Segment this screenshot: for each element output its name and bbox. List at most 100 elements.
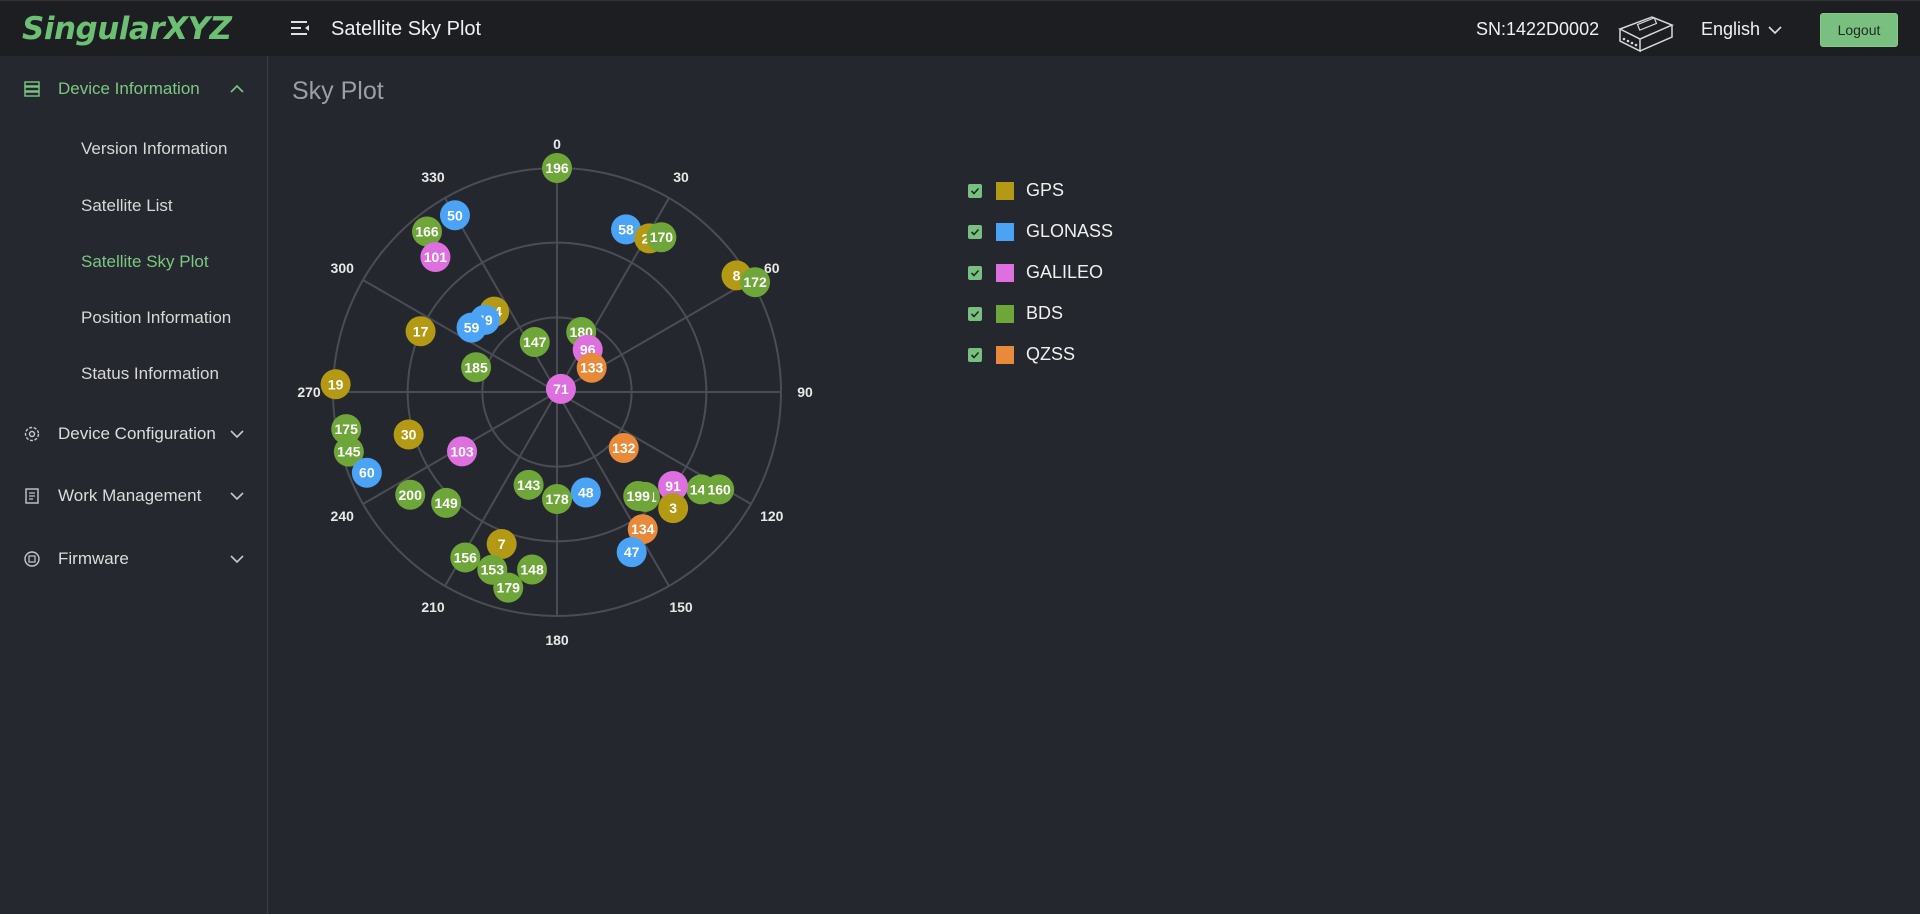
azimuth-label: 30 xyxy=(673,169,689,185)
satellite-dot xyxy=(545,373,576,404)
satellite-marker[interactable]: 160 xyxy=(704,474,735,505)
satellite-id: 149 xyxy=(434,495,458,511)
sidebar-item-status-information[interactable]: Status Information xyxy=(81,364,219,383)
legend-item-qzss[interactable]: QZSS xyxy=(968,334,1113,375)
satellite-marker[interactable]: 3 xyxy=(658,493,689,524)
satellite-id: 30 xyxy=(401,427,417,443)
satellite-id: 60 xyxy=(359,465,375,481)
satellite-dot xyxy=(542,484,572,515)
satellite-marker[interactable]: 196 xyxy=(542,153,572,183)
legend-item-gps[interactable]: GPS xyxy=(968,170,1113,211)
satellite-marker[interactable]: 179 xyxy=(493,572,524,603)
satellite-marker[interactable]: 143 xyxy=(513,469,544,500)
satellite-dot xyxy=(740,267,771,298)
sidebar-group-label: Device Configuration xyxy=(58,424,216,443)
satellite-dot xyxy=(576,352,607,383)
satellite-marker[interactable]: 58 xyxy=(611,214,642,245)
satellite-id: 199 xyxy=(627,488,651,504)
azimuth-label: 210 xyxy=(421,599,445,615)
satellite-marker[interactable]: 200 xyxy=(395,479,426,510)
satellite-marker[interactable]: 156 xyxy=(450,542,481,573)
satellite-marker[interactable]: 148 xyxy=(517,554,548,585)
sidebar-item-version-information[interactable]: Version Information xyxy=(81,139,228,158)
satellite-id: 160 xyxy=(707,481,731,497)
azimuth-label: 330 xyxy=(421,169,445,185)
sidebar-group-work-management[interactable]: Work Management xyxy=(0,471,268,521)
satellite-marker[interactable]: 47 xyxy=(616,537,647,568)
sidebar-item-satellite-list[interactable]: Satellite List xyxy=(81,196,173,215)
checkbox[interactable] xyxy=(968,265,982,280)
legend-label: BDS xyxy=(1026,303,1064,323)
sidebar-group-firmware[interactable]: Firmware xyxy=(0,534,268,584)
satellite-marker[interactable]: 103 xyxy=(447,436,478,467)
azimuth-label: 120 xyxy=(760,508,784,524)
satellite-dot xyxy=(658,470,689,501)
satellite-marker[interactable]: 48 xyxy=(570,477,601,508)
satellite-marker[interactable]: 132 xyxy=(608,432,639,463)
satellite-id: 175 xyxy=(335,421,359,437)
checkbox[interactable] xyxy=(968,183,982,198)
satellite-marker[interactable]: 59 xyxy=(456,312,487,343)
legend-item-bds[interactable]: BDS xyxy=(968,293,1113,334)
legend-swatch xyxy=(996,181,1014,200)
legend-item-galileo[interactable]: GALILEO xyxy=(968,252,1113,293)
satellite-marker[interactable]: 91 xyxy=(658,470,689,501)
satellite-id: 71 xyxy=(553,381,569,397)
checkbox[interactable] xyxy=(968,306,982,321)
satellite-marker[interactable]: 50 xyxy=(439,200,470,231)
satellite-marker[interactable]: 145 xyxy=(333,436,364,467)
satellite-dot xyxy=(704,474,735,505)
satellite-marker[interactable]: 147 xyxy=(519,326,550,357)
satellite-marker[interactable]: 71 xyxy=(545,373,576,404)
checkbox[interactable] xyxy=(968,224,982,239)
satellite-dot xyxy=(517,554,548,585)
satellite-marker[interactable]: 170 xyxy=(646,222,677,253)
satellite-id: 172 xyxy=(743,274,767,290)
satellite-dot xyxy=(493,572,524,603)
sidebar-item-satellite-sky-plot[interactable]: Satellite Sky Plot xyxy=(81,252,209,271)
check-icon xyxy=(970,269,980,277)
menu-collapse-icon[interactable] xyxy=(289,18,311,38)
satellite-marker[interactable]: 172 xyxy=(740,267,771,298)
logout-button[interactable]: Logout xyxy=(1820,13,1898,47)
satellite-marker[interactable]: 178 xyxy=(542,484,572,515)
satellite-dot xyxy=(611,214,642,245)
azimuth-label: 270 xyxy=(297,384,321,400)
satellite-marker[interactable]: 185 xyxy=(461,352,492,383)
satellite-marker[interactable]: 166 xyxy=(411,216,442,247)
satellite-dot xyxy=(320,369,351,400)
satellite-marker[interactable]: 133 xyxy=(576,352,607,383)
satellite-marker[interactable]: 175 xyxy=(331,414,362,445)
satellite-id: 143 xyxy=(517,477,541,493)
language-selector[interactable]: English xyxy=(1701,19,1782,40)
satellite-dot xyxy=(570,477,601,508)
sidebar-item-position-information[interactable]: Position Information xyxy=(81,308,232,327)
satellite-marker[interactable]: 60 xyxy=(351,457,382,488)
legend-swatch xyxy=(996,345,1014,364)
azimuth-label: 0 xyxy=(553,136,561,152)
satellite-id: 153 xyxy=(481,562,505,578)
sidebar-group-device-information[interactable]: Device Information xyxy=(0,64,268,114)
satellite-marker[interactable]: 101 xyxy=(420,241,451,272)
satellite-marker[interactable]: 30 xyxy=(393,419,424,450)
satellite-dot xyxy=(519,326,550,357)
sidebar-group-label: Firmware xyxy=(58,549,129,568)
satellite-dot xyxy=(405,316,436,347)
gear-icon xyxy=(24,426,40,442)
satellite-marker[interactable]: 19 xyxy=(320,369,351,400)
satellite-id: 48 xyxy=(578,484,594,500)
satellite-id: 134 xyxy=(631,521,655,537)
brand-logo: SingularXYZ xyxy=(22,11,232,47)
section-title: Sky Plot xyxy=(292,77,384,105)
satellite-marker[interactable]: 199 xyxy=(623,480,654,511)
sidebar-group-label: Work Management xyxy=(58,486,202,505)
satellite-dot xyxy=(447,436,478,467)
legend-item-glonass[interactable]: GLONASS xyxy=(968,211,1113,252)
satellite-dot xyxy=(393,419,424,450)
satellite-marker[interactable]: 17 xyxy=(405,316,436,347)
satellite-marker[interactable]: 7 xyxy=(486,529,517,560)
satellite-marker[interactable]: 149 xyxy=(431,487,462,518)
satellite-marker[interactable]: 134 xyxy=(627,514,658,545)
sidebar-group-device-configuration[interactable]: Device Configuration xyxy=(0,409,268,459)
checkbox[interactable] xyxy=(968,347,982,362)
